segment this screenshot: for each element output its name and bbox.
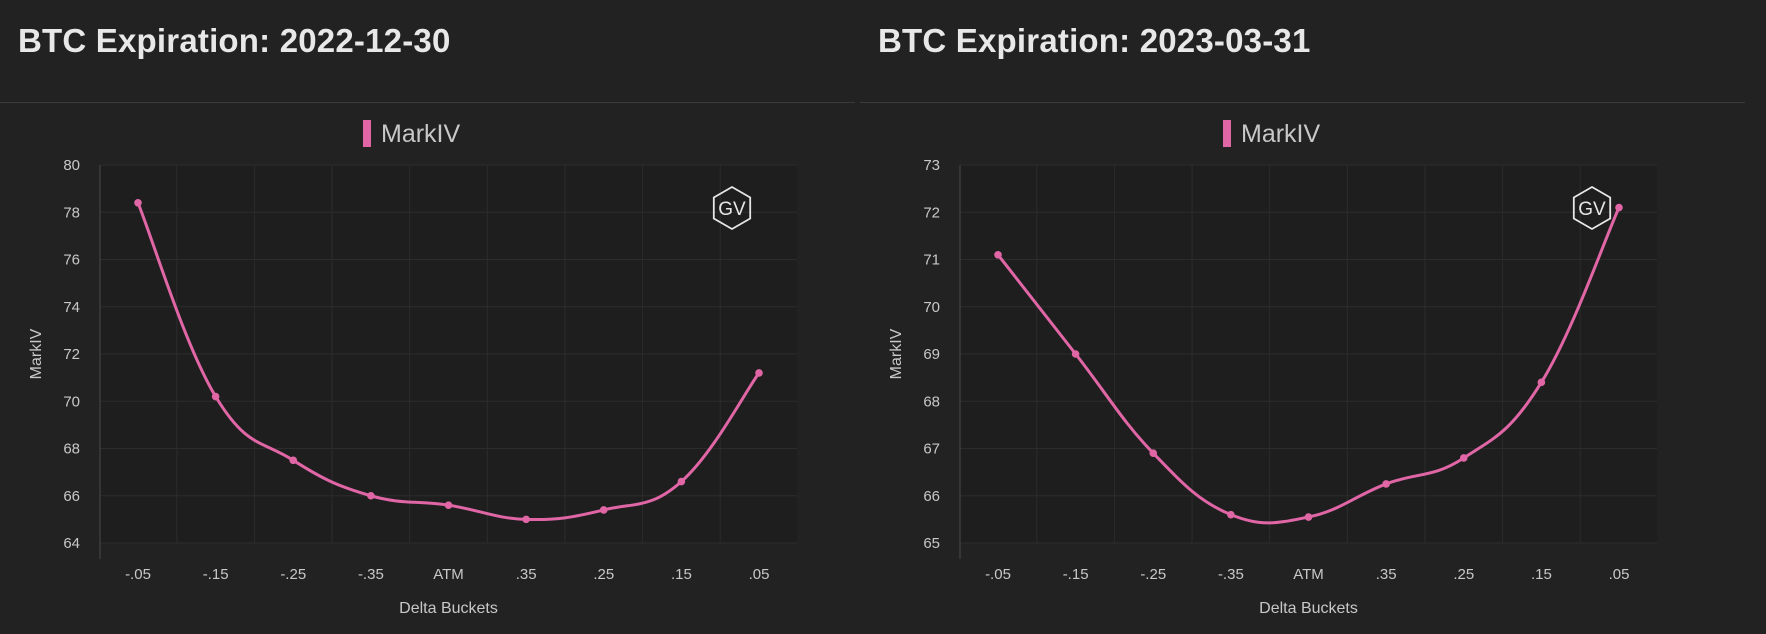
- data-point[interactable]: [1304, 513, 1313, 521]
- legend-label: MarkIV: [381, 120, 461, 148]
- y-axis-title: MarkIV: [888, 328, 905, 379]
- logo-hexagon: [1572, 185, 1612, 231]
- y-tick-label: 72: [63, 346, 80, 363]
- y-tick-label: 74: [63, 299, 80, 316]
- x-tick-label: .25: [1453, 566, 1474, 583]
- x-tick-label: .35: [1376, 566, 1397, 583]
- x-tick-label: .15: [1531, 566, 1552, 583]
- x-tick-label: ATM: [433, 566, 464, 583]
- x-tick-label: .05: [749, 566, 770, 583]
- title-divider-left: [0, 102, 855, 103]
- x-tick-label: .35: [516, 566, 537, 583]
- data-point[interactable]: [1537, 378, 1546, 387]
- data-point[interactable]: [677, 477, 686, 486]
- line-chart-left: 64 66 68 70 72 74 76 78 80 -.05 -.15 -.25 -.35 ATM .35…: [28, 120, 797, 617]
- y-tick-label: 78: [63, 204, 80, 221]
- legend-swatch: [363, 120, 371, 147]
- grid-lines: [100, 164, 797, 544]
- y-tick-label: 68: [923, 393, 940, 410]
- grid-lines: [960, 164, 1657, 544]
- title-divider-right: [860, 102, 1745, 103]
- y-tick-label: 66: [63, 488, 80, 505]
- y-axis-title: MarkIV: [28, 328, 45, 379]
- x-tick-label: ATM: [1293, 566, 1324, 583]
- logo-text: GV: [1578, 199, 1606, 220]
- data-point[interactable]: [134, 199, 142, 207]
- chart-title-right: BTC Expiration: 2023-03-31: [878, 22, 1311, 59]
- data-point[interactable]: [755, 369, 763, 377]
- x-tick-label: -.25: [280, 566, 306, 583]
- y-tick-label: 72: [923, 204, 940, 221]
- y-tick-label: 68: [63, 441, 80, 458]
- legend-swatch: [1223, 120, 1231, 147]
- x-tick-label: .05: [1609, 566, 1630, 583]
- data-point[interactable]: [1149, 449, 1158, 458]
- data-point[interactable]: [211, 392, 220, 401]
- legend[interactable]: MarkIV: [363, 120, 461, 148]
- data-point[interactable]: [994, 250, 1002, 259]
- x-tick-label: .15: [671, 566, 692, 583]
- chart-title-left: BTC Expiration: 2022-12-30: [18, 22, 451, 59]
- y-tick-label: 80: [63, 157, 80, 174]
- data-point[interactable]: [289, 456, 298, 465]
- data-point[interactable]: [1382, 480, 1390, 488]
- legend[interactable]: MarkIV: [1223, 120, 1321, 148]
- y-tick-label: 73: [923, 157, 940, 174]
- gv-hexagon-icon: GV: [1572, 185, 1612, 231]
- logo-hexagon: [712, 185, 752, 231]
- x-tick-label: -.15: [1063, 566, 1089, 583]
- y-tick-label: 71: [923, 252, 940, 269]
- y-tick-label: 76: [63, 252, 80, 269]
- data-point[interactable]: [599, 506, 608, 514]
- data-point[interactable]: [444, 501, 453, 510]
- y-tick-label: 64: [63, 535, 80, 552]
- data-point[interactable]: [1071, 350, 1080, 358]
- line-chart-right: 65 66 67 68 69 70 71 72 73 -.05 -.15 -.25 -.35 ATM .35…: [888, 120, 1657, 617]
- chart-panel-left: BTC Expiration: 2022-12-30 64 66 68 70 72 74 7…: [0, 0, 855, 634]
- y-tick-label: 69: [923, 346, 940, 363]
- data-point[interactable]: [1227, 510, 1235, 519]
- y-tick-label: 70: [63, 393, 80, 410]
- x-tick-label: .25: [593, 566, 614, 583]
- data-point[interactable]: [367, 491, 375, 500]
- y-tick-label: 70: [923, 299, 940, 316]
- x-tick-label: -.35: [1218, 566, 1244, 583]
- y-tick-label: 67: [923, 441, 940, 458]
- x-axis-title: Delta Buckets: [1259, 600, 1358, 617]
- x-tick-label: -.35: [358, 566, 384, 583]
- chart-panel-right: BTC Expiration: 2023-03-31 65 66 67 68 69 70 7…: [860, 0, 1745, 634]
- y-tick-label: 66: [923, 488, 940, 505]
- y-tick-label: 65: [923, 535, 940, 552]
- x-axis-title: Delta Buckets: [399, 600, 498, 617]
- gv-hexagon-icon: GV: [712, 185, 752, 231]
- legend-label: MarkIV: [1241, 120, 1321, 148]
- x-tick-label: -.25: [1140, 566, 1166, 583]
- data-point[interactable]: [1615, 203, 1623, 212]
- logo-text: GV: [718, 199, 746, 220]
- x-tick-label: -.05: [125, 566, 151, 583]
- data-point[interactable]: [522, 515, 530, 524]
- data-point[interactable]: [1459, 454, 1468, 462]
- x-tick-label: -.15: [203, 566, 229, 583]
- x-tick-label: -.05: [985, 566, 1011, 583]
